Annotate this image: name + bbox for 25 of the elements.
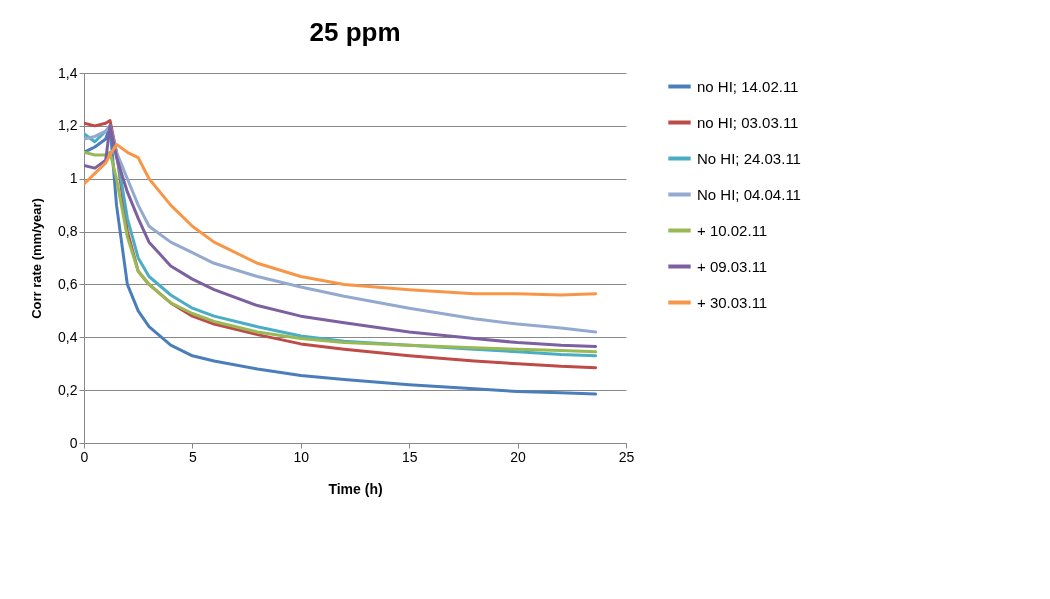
y-tick-label: 1,4 [58, 64, 78, 81]
legend-label: No HI; 24.03.11 [697, 149, 801, 167]
legend-label: No HI; 04.04.11 [697, 185, 801, 203]
legend-label: + 09.03.11 [697, 257, 768, 275]
legend-label: no HI; 14.02.11 [697, 77, 799, 95]
line-series [84, 142, 598, 297]
y-tick-label: 0,6 [58, 275, 78, 292]
x-tick-label: 5 [189, 448, 197, 465]
x-tick-label: 20 [510, 448, 527, 465]
x-tick-label: 0 [80, 448, 89, 465]
y-tick-label: 1 [69, 170, 78, 187]
y-tick-label: 1,2 [58, 117, 78, 134]
x-axis-title: Time (h) [328, 480, 383, 497]
y-axis-title: Corr rate (mm/year) [29, 198, 45, 319]
y-tick-label: 0,2 [58, 381, 78, 398]
legend-label: + 30.03.11 [697, 293, 768, 311]
chart-title: 25 ppm [309, 17, 401, 47]
y-tick-label: 0 [69, 434, 78, 451]
x-tick-label: 10 [293, 448, 310, 465]
x-tick-label: 15 [401, 448, 418, 465]
legend-label: + 10.02.11 [697, 221, 768, 239]
y-tick-label: 0,4 [58, 328, 78, 345]
x-tick-label: 25 [618, 448, 635, 465]
y-tick-label: 0,8 [58, 223, 78, 240]
legend-label: no HI; 03.03.11 [697, 113, 799, 131]
